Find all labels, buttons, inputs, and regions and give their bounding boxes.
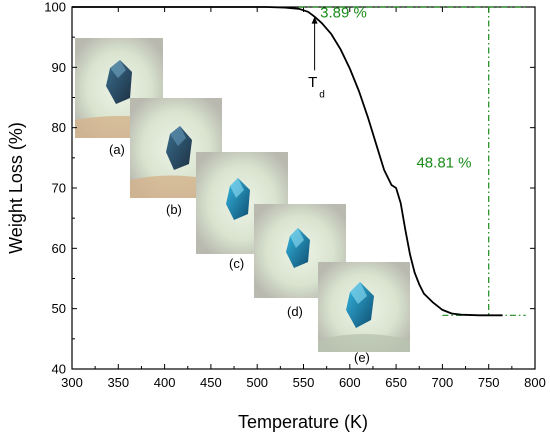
x-tick-label: 300 bbox=[61, 375, 83, 390]
series-line bbox=[266, 6, 503, 317]
x-tick-label: 500 bbox=[246, 375, 268, 390]
x-tick-label: 750 bbox=[478, 375, 500, 390]
x-tick-label: 350 bbox=[107, 375, 129, 390]
y-tick-label: 50 bbox=[52, 301, 66, 316]
label-3-89-percent: 3.89 % bbox=[320, 5, 367, 22]
x-axis-title: Temperature (K) bbox=[238, 412, 368, 432]
td-label: T bbox=[308, 74, 317, 91]
x-tick-label: 600 bbox=[339, 375, 361, 390]
x-tick-label: 450 bbox=[200, 375, 222, 390]
photo-e bbox=[318, 262, 410, 352]
y-tick-label: 70 bbox=[52, 181, 66, 196]
photo-label-b: (b) bbox=[166, 202, 182, 217]
x-tick-label: 400 bbox=[154, 375, 176, 390]
label-48-81-percent: 48.81 % bbox=[416, 155, 471, 172]
y-axis-title: Weight Loss (%) bbox=[6, 122, 26, 254]
x-tick-label: 550 bbox=[293, 375, 315, 390]
crystal-photo-insets bbox=[75, 38, 410, 352]
photo-label-e: (e) bbox=[354, 350, 370, 365]
td-arrow-head bbox=[311, 16, 318, 24]
x-tick-label: 800 bbox=[524, 375, 546, 390]
photo-label-a: (a) bbox=[109, 142, 125, 157]
x-tick-label: 700 bbox=[432, 375, 454, 390]
photo-label-c: (c) bbox=[229, 256, 244, 271]
x-tick-label: 650 bbox=[385, 375, 407, 390]
y-tick-label: 90 bbox=[52, 60, 66, 75]
y-tick-label: 100 bbox=[44, 0, 66, 15]
y-tick-label: 60 bbox=[52, 241, 66, 256]
photo-label-d: (d) bbox=[287, 304, 303, 319]
y-tick-label: 80 bbox=[52, 120, 66, 135]
y-tick-label: 40 bbox=[52, 362, 66, 377]
td-subscript: d bbox=[319, 90, 325, 101]
